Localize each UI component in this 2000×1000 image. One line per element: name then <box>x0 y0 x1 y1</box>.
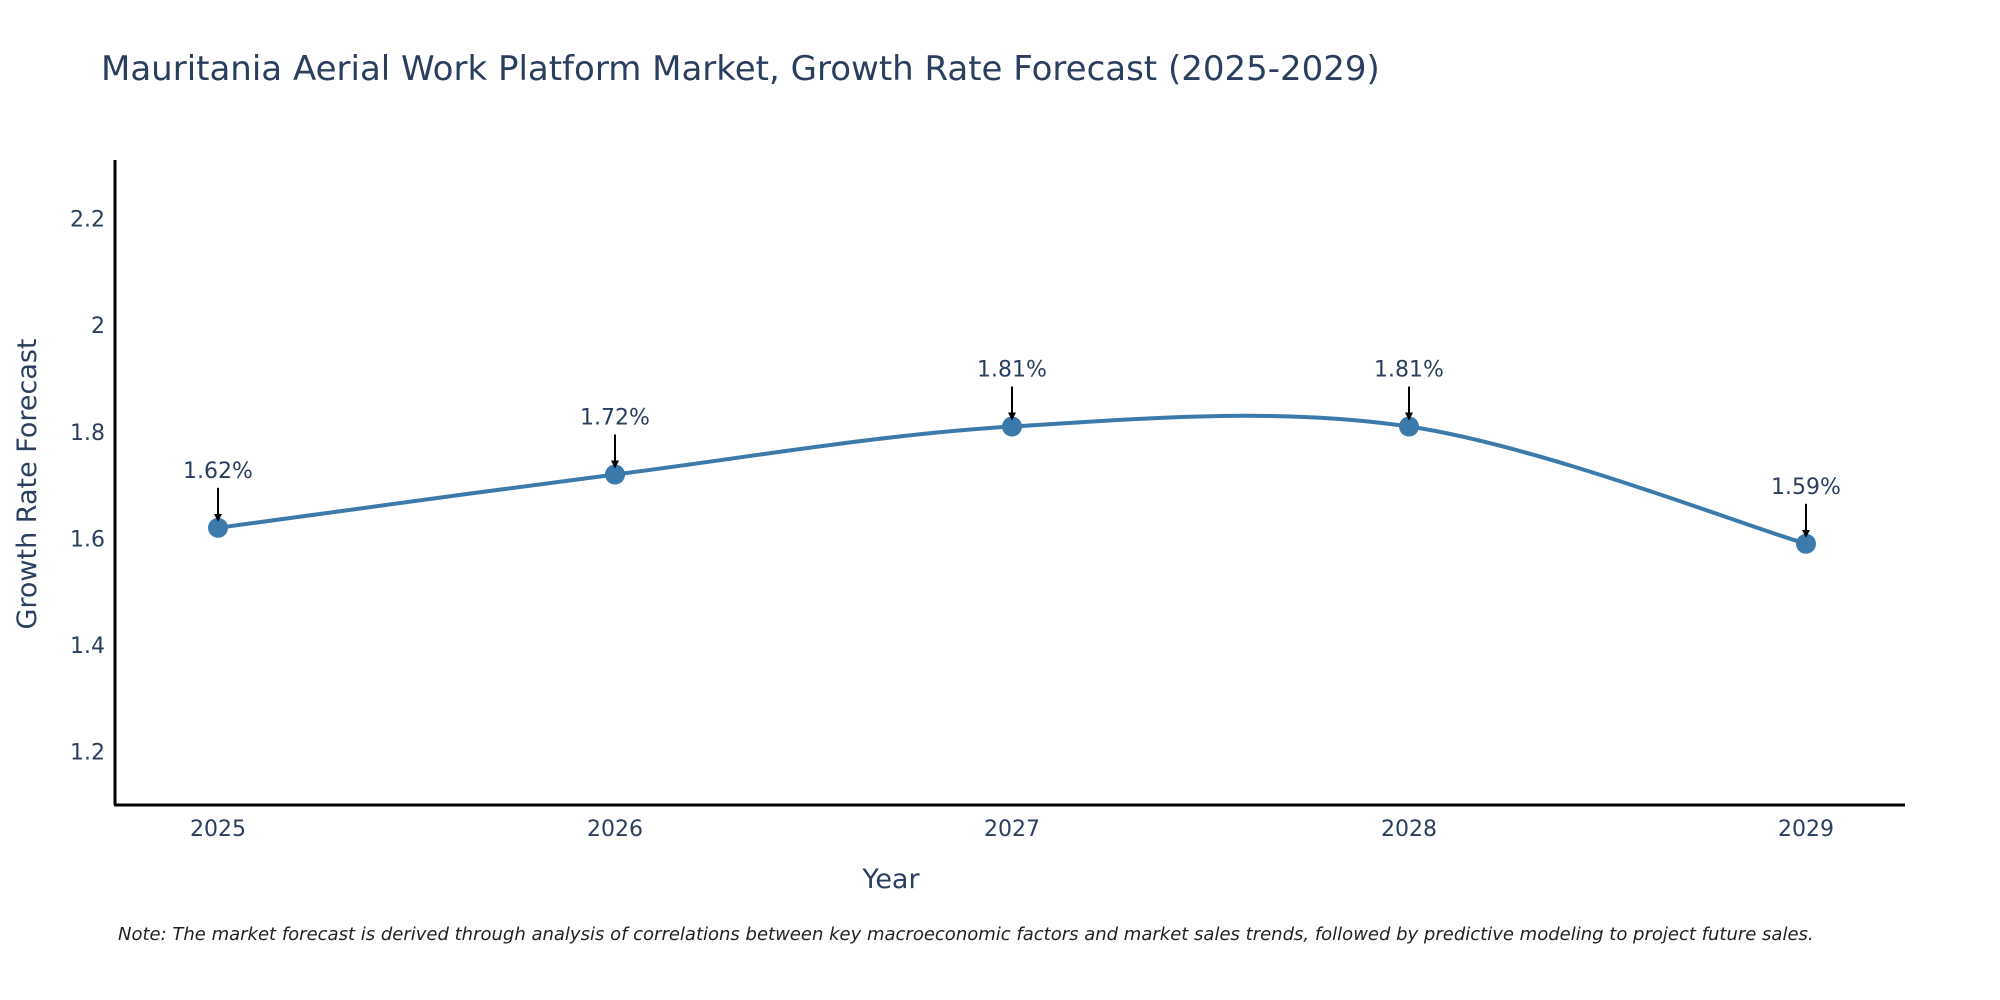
data-label: 1.72% <box>580 406 650 431</box>
x-axis-ticks: 2025 2026 2027 2028 2029 <box>190 817 1834 842</box>
y-tick-label: 1.6 <box>70 527 105 552</box>
y-axis-label: Growth Rate Forecast <box>12 338 43 629</box>
x-tick-label: 2027 <box>984 817 1040 842</box>
y-tick-label: 1.4 <box>70 634 105 659</box>
y-tick-label: 1.2 <box>70 741 105 766</box>
y-tick-label: 2 <box>91 314 105 339</box>
data-point <box>1796 533 1816 554</box>
data-label: 1.59% <box>1771 475 1841 500</box>
x-tick-label: 2028 <box>1381 817 1437 842</box>
data-label: 1.62% <box>183 459 253 484</box>
data-point <box>208 517 228 538</box>
y-axis-ticks: 1.2 1.4 1.6 1.8 2 2.2 <box>70 208 105 766</box>
data-markers <box>208 416 1816 554</box>
data-point <box>1002 416 1022 437</box>
chart-title: Mauritania Aerial Work Platform Market, … <box>101 49 1380 89</box>
data-point <box>1399 416 1419 437</box>
footnote: Note: The market forecast is derived thr… <box>118 924 1814 945</box>
x-tick-label: 2029 <box>1778 817 1834 842</box>
x-tick-label: 2025 <box>190 817 246 842</box>
data-point <box>605 464 625 485</box>
data-annotations: 1.62% 1.72% 1.81% 1.81% 1.59% <box>183 358 1841 538</box>
data-label: 1.81% <box>977 358 1047 383</box>
x-axis-label: Year <box>861 864 920 895</box>
y-tick-label: 2.2 <box>70 208 105 233</box>
x-tick-label: 2026 <box>587 817 643 842</box>
y-tick-label: 1.8 <box>70 421 105 446</box>
data-label: 1.81% <box>1374 358 1444 383</box>
